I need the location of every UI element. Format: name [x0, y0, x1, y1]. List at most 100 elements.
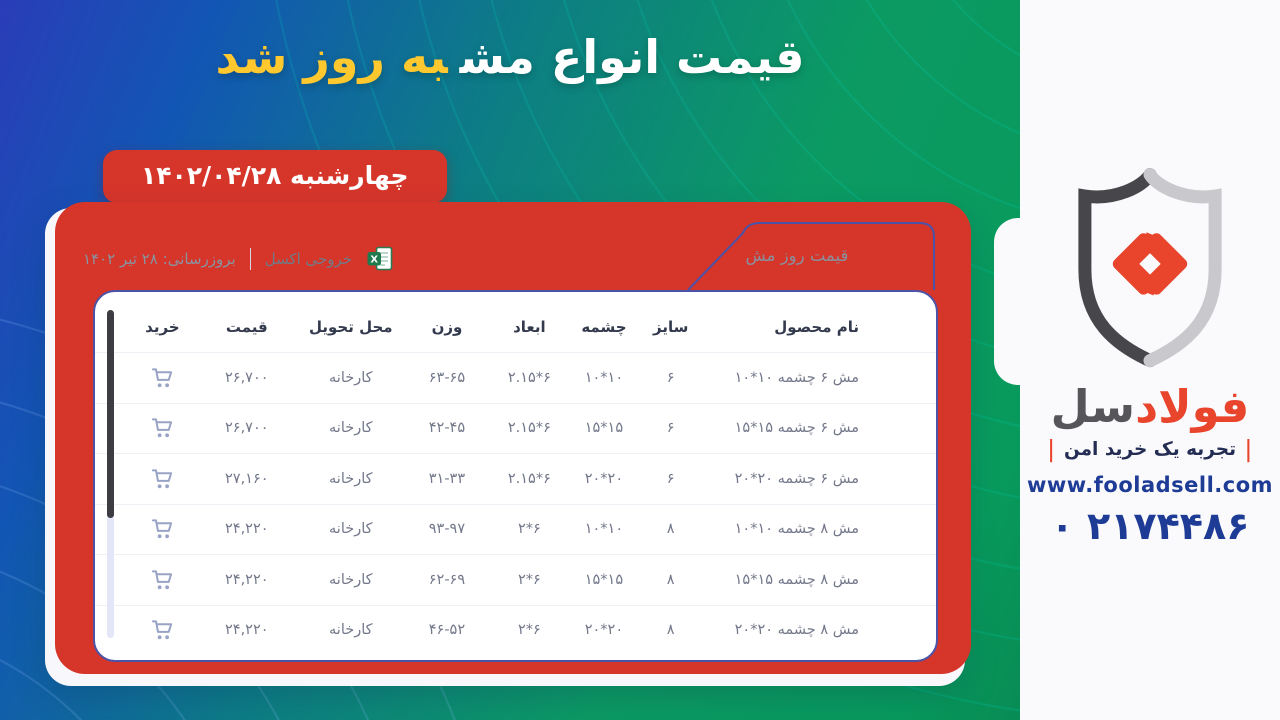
column-header-size: سایز	[652, 318, 689, 336]
cell-product-name: مش ۶ چشمه ۱۵*۱۵	[734, 420, 859, 437]
column-header-mesh: چشمه	[581, 318, 627, 336]
cart-icon	[151, 368, 173, 387]
table-row: مش ۸ چشمه ۱۵*۱۵ ۸ ۱۵*۱۵ ۲*۶ ۶۲-۶۹ کارخان…	[95, 554, 936, 605]
cell-product-name: مش ۶ چشمه ۲۰*۲۰	[734, 470, 859, 487]
cell-price: ۲۴,۲۲۰	[225, 521, 269, 538]
add-to-cart-button[interactable]	[129, 569, 196, 591]
cell-size: ۸	[666, 521, 675, 538]
cell-price: ۲۴,۲۲۰	[225, 571, 269, 588]
table-row: مش ۸ چشمه ۱۰*۱۰ ۸ ۱۰*۱۰ ۲*۶ ۹۳-۹۷ کارخان…	[95, 503, 936, 555]
excel-icon[interactable]: X	[366, 246, 394, 272]
cell-weight: ۶۲-۶۹	[428, 571, 466, 588]
cell-size: ۶	[666, 470, 675, 487]
cell-delivery: کارخانه	[329, 571, 373, 588]
cell-price: ۲۶,۷۰۰	[225, 369, 269, 386]
cell-weight: ۴۶-۵۲	[428, 622, 466, 639]
cell-delivery: کارخانه	[329, 369, 373, 386]
cell-dimensions: ۲.۱۵*۶	[507, 470, 551, 487]
cell-mesh: ۱۰*۱۰	[584, 521, 624, 538]
website-link[interactable]: www.fooladsell.com	[1026, 472, 1274, 497]
cell-mesh: ۱۰*۱۰	[584, 369, 624, 386]
cell-delivery: کارخانه	[329, 521, 373, 538]
infinity-arrowhead-top	[1146, 232, 1165, 253]
cell-weight: ۳۱-۳۳	[428, 470, 466, 487]
cell-weight: ۶۳-۶۵	[428, 369, 466, 386]
cell-product-name: مش ۸ چشمه ۱۰*۱۰	[734, 521, 859, 538]
column-header-dims: ابعاد	[513, 318, 546, 336]
toolbar-divider	[249, 248, 251, 270]
cart-icon	[151, 519, 173, 539]
tab-mesh-price[interactable]: قیمت روز مش	[686, 220, 938, 290]
price-card: بروزرسانی: ۲۸ تیر ۱۴۰۲ خروجی اکسل X قیمت…	[45, 202, 971, 686]
brand-panel: فولادسل | تجربه یک خرید امن | www.foolad…	[994, 0, 1280, 720]
cell-dimensions: ۲*۶	[517, 521, 541, 538]
page-title-highlight: به روز شد	[215, 30, 448, 84]
tab-outline	[687, 222, 935, 290]
cell-mesh: ۱۵*۱۵	[584, 420, 624, 437]
brand-name-gray: سل	[1050, 380, 1136, 433]
column-header-weight: وزن	[431, 318, 463, 336]
cell-product-name: مش ۶ چشمه ۱۰*۱۰	[734, 369, 859, 386]
cell-delivery: کارخانه	[329, 420, 373, 437]
cart-icon	[151, 418, 173, 438]
tagline-bar-left: |	[1047, 435, 1055, 463]
cart-icon	[151, 570, 173, 589]
table-header-row: نام محصول سایز چشمه ابعاد وزن محل تحویل …	[95, 292, 936, 352]
brand-name-red: فولاد	[1135, 380, 1250, 433]
cell-dimensions: ۲*۶	[517, 622, 541, 639]
cell-dimensions: ۲.۱۵*۶	[507, 420, 551, 437]
brand-tagline: | تجربه یک خرید امن |	[1047, 435, 1253, 463]
cell-size: ۸	[666, 622, 675, 639]
cell-dimensions: ۲.۱۵*۶	[507, 369, 551, 386]
cell-size: ۶	[666, 369, 675, 386]
column-header-buy: خرید	[145, 318, 180, 336]
add-to-cart-button[interactable]	[129, 518, 196, 540]
date-badge: چهارشنبه ۱۴۰۲/۰۴/۲۸	[103, 150, 447, 203]
card-toolbar: بروزرسانی: ۲۸ تیر ۱۴۰۲ خروجی اکسل X	[83, 246, 394, 272]
panel-left-notch	[994, 218, 1022, 385]
scrollbar-thumb[interactable]	[107, 310, 114, 518]
column-header-name: نام محصول	[774, 318, 859, 336]
cell-product-name: مش ۸ چشمه ۱۵*۱۵	[734, 571, 859, 588]
phone-number[interactable]: ۰ ۲۱۷۴۴۸۶	[1050, 503, 1250, 548]
page-title: قیمت انواع مشبه روز شد	[0, 30, 1020, 84]
svg-text:X: X	[370, 254, 378, 265]
add-to-cart-button[interactable]	[129, 619, 196, 641]
table-body: مش ۶ چشمه ۱۰*۱۰ ۶ ۱۰*۱۰ ۲.۱۵*۶ ۶۳-۶۵ کار…	[95, 352, 936, 655]
page-title-main: قیمت انواع مش	[459, 30, 805, 84]
cell-price: ۲۷,۱۶۰	[225, 470, 269, 487]
cell-delivery: کارخانه	[329, 622, 373, 639]
table-row: مش ۶ چشمه ۱۰*۱۰ ۶ ۱۰*۱۰ ۲.۱۵*۶ ۶۳-۶۵ کار…	[95, 352, 936, 403]
scrollbar-track[interactable]	[107, 310, 114, 638]
table-row: مش ۶ چشمه ۲۰*۲۰ ۶ ۲۰*۲۰ ۲.۱۵*۶ ۳۱-۳۳ کار…	[95, 453, 936, 504]
excel-export-button[interactable]: خروجی اکسل	[264, 250, 353, 268]
cart-icon	[151, 620, 173, 640]
cell-price: ۲۴,۲۲۰	[225, 622, 269, 639]
table-row: مش ۸ چشمه ۲۰*۲۰ ۸ ۲۰*۲۰ ۲*۶ ۴۶-۵۲ کارخان…	[95, 604, 936, 656]
tab-label: قیمت روز مش	[745, 246, 849, 265]
cell-mesh: ۲۰*۲۰	[584, 470, 624, 487]
cell-delivery: کارخانه	[329, 470, 373, 487]
cart-icon	[151, 469, 173, 488]
add-to-cart-button[interactable]	[129, 468, 196, 490]
cell-product-name: مش ۸ چشمه ۲۰*۲۰	[734, 622, 859, 639]
cell-weight: ۴۲-۴۵	[428, 420, 466, 437]
cell-mesh: ۱۵*۱۵	[584, 571, 624, 588]
cell-mesh: ۲۰*۲۰	[584, 622, 624, 639]
column-header-price: قیمت	[225, 318, 268, 336]
cell-size: ۶	[666, 420, 675, 437]
tagline-bar-right: |	[1245, 435, 1253, 463]
cell-weight: ۹۳-۹۷	[428, 521, 466, 538]
table-row: مش ۶ چشمه ۱۵*۱۵ ۶ ۱۵*۱۵ ۲.۱۵*۶ ۴۲-۴۵ کار…	[95, 402, 936, 454]
price-table: نام محصول سایز چشمه ابعاد وزن محل تحویل …	[93, 290, 938, 662]
cell-size: ۸	[666, 571, 675, 588]
cell-price: ۲۶,۷۰۰	[225, 420, 269, 437]
brand-name: فولادسل	[1051, 382, 1250, 432]
add-to-cart-button[interactable]	[129, 417, 196, 439]
cell-dimensions: ۲*۶	[517, 571, 541, 588]
update-date: بروزرسانی: ۲۸ تیر ۱۴۰۲	[83, 250, 236, 268]
tagline-text: تجربه یک خرید امن	[1063, 438, 1237, 460]
shield-infinity-logo	[1078, 168, 1222, 368]
add-to-cart-button[interactable]	[129, 367, 196, 389]
